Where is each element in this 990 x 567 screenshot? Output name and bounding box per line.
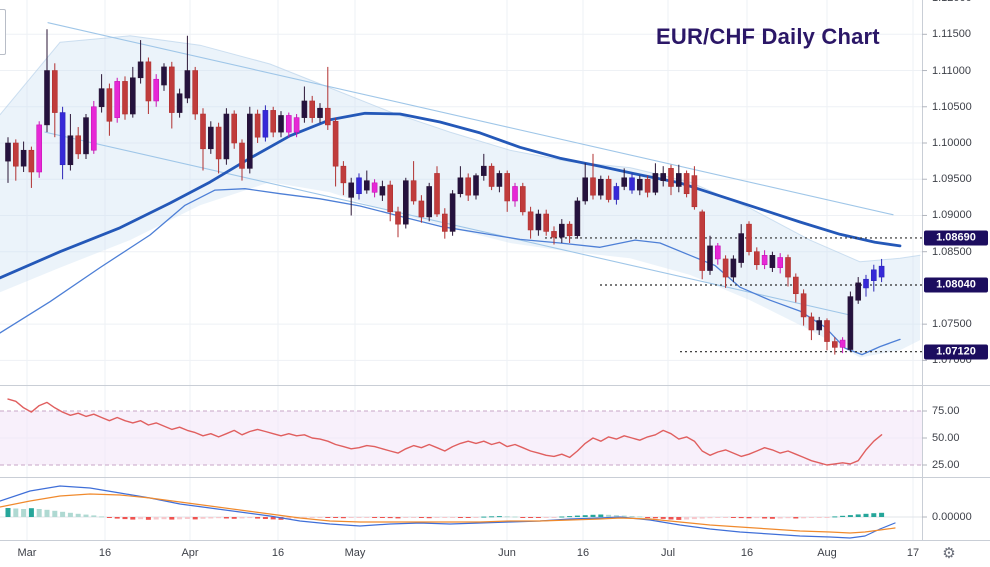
price-level-badge: 1.08040 — [924, 277, 988, 293]
time-tick-label: 16 — [98, 547, 112, 559]
price-tick-label: 1.09000 — [932, 209, 972, 222]
time-tick-label: 16 — [271, 547, 285, 559]
price-level-badge: 1.08690 — [924, 230, 988, 246]
macd-panel[interactable] — [0, 485, 922, 539]
rsi-panel[interactable] — [0, 398, 922, 466]
price-tick-label: 1.10500 — [932, 100, 972, 113]
time-tick-label: Aug — [817, 547, 837, 559]
time-tick-label: Mar — [17, 547, 37, 559]
time-tick-label: Apr — [181, 547, 199, 559]
macd-zero-label: 0.00000 — [932, 511, 972, 523]
settings-gear-icon[interactable]: ⚙ — [942, 545, 956, 562]
time-tick-label: May — [344, 547, 366, 559]
price-tick-label: 1.12000 — [932, 0, 988, 4]
chart-title: EUR/CHF Daily Chart — [656, 24, 880, 49]
time-tick-label: 16 — [576, 547, 590, 559]
drawing-toolbar-handle[interactable] — [0, 9, 6, 55]
price-tick-label: 1.10000 — [932, 137, 972, 149]
time-axis[interactable] — [0, 541, 990, 567]
time-tick-label: Jul — [660, 547, 676, 559]
price-level-lines[interactable] — [545, 237, 922, 353]
price-tick-label: 1.11500 — [932, 28, 971, 41]
price-level-badge: 1.07120 — [924, 344, 988, 360]
time-tick-label: 16 — [740, 547, 754, 559]
price-tick-label: 1.09500 — [932, 173, 972, 186]
panel-separators — [0, 0, 990, 541]
price-tick-label: 1.07500 — [932, 318, 972, 331]
price-tick-label: 1.08500 — [932, 245, 972, 258]
trend-channel[interactable] — [44, 22, 894, 317]
candlestick-series[interactable] — [5, 29, 885, 355]
time-tick-label: Jun — [498, 547, 516, 559]
rsi-level-label: 50.00 — [932, 432, 960, 444]
rsi-level-label: 75.00 — [932, 405, 960, 417]
rsi-level-label: 25.00 — [932, 459, 960, 471]
price-tick-label: 1.11000 — [932, 64, 971, 77]
time-tick-label: 17 — [906, 547, 920, 559]
ma-line-slow[interactable] — [0, 111, 902, 280]
